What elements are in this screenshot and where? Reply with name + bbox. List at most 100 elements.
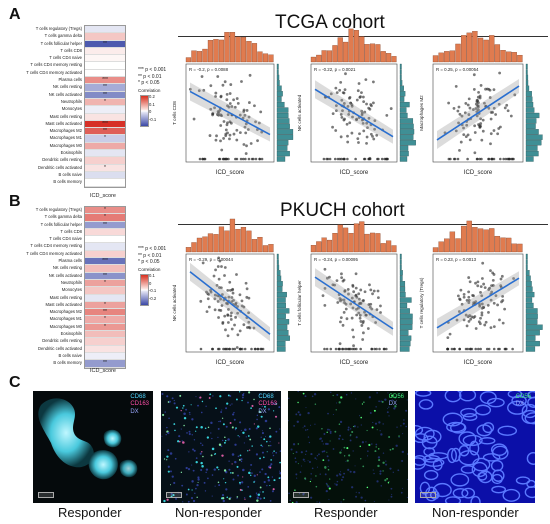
cell-dot <box>305 453 307 455</box>
top-histogram-bar <box>489 228 495 253</box>
data-point <box>489 326 493 330</box>
cell-dot <box>357 426 359 428</box>
cell-dot <box>302 392 305 395</box>
side-histogram-bar <box>276 85 282 91</box>
data-point <box>377 296 380 300</box>
data-point <box>467 97 471 101</box>
panel-label-c: C <box>9 374 21 391</box>
cell-dot <box>297 463 299 465</box>
cell-dot <box>249 438 252 441</box>
colorbar-ticks-b: 0.1 0 -0.1 -0.2 <box>149 272 156 302</box>
cell-dot <box>257 493 261 496</box>
cell-dot <box>220 445 223 447</box>
data-point <box>223 266 227 269</box>
cell-dot <box>310 478 312 480</box>
side-histogram-bar <box>525 91 532 97</box>
cell-dot <box>372 421 374 424</box>
heatmap-row-label: Dendritic cells activated <box>38 164 82 170</box>
data-point <box>487 87 491 91</box>
data-point <box>213 308 217 312</box>
data-point <box>247 325 251 329</box>
cell-dot <box>397 469 400 472</box>
significance-legend-b: *** p < 0.001 ** p < 0.01 * p < 0.05 <box>138 246 166 266</box>
side-histogram-bar <box>399 118 414 124</box>
data-point <box>489 117 493 121</box>
data-point <box>372 137 376 141</box>
data-point <box>222 120 226 123</box>
data-point <box>242 305 246 309</box>
data-point <box>489 142 492 146</box>
data-point <box>243 113 247 117</box>
tissue-structure <box>502 488 521 502</box>
tissue-structure <box>474 404 492 416</box>
cell-dot <box>340 478 343 481</box>
data-point <box>500 274 504 278</box>
data-point <box>497 127 501 130</box>
cell-dot <box>363 401 365 404</box>
heatmap-row-label: Mast cells activated <box>45 301 82 307</box>
cell-dot <box>253 474 256 477</box>
cell-dot <box>275 402 278 405</box>
tissue-structure <box>491 473 503 485</box>
cell-dot <box>200 411 203 414</box>
cell-cluster-image <box>38 398 138 480</box>
cell-dot <box>327 412 329 415</box>
data-point <box>361 319 365 323</box>
cell-dot <box>316 466 318 468</box>
cell-dot <box>161 435 163 437</box>
heatmap-cell: * <box>85 164 125 172</box>
heatmap-cell <box>85 142 125 151</box>
cell-dot <box>351 430 354 434</box>
data-point <box>359 288 363 292</box>
top-histogram-bar <box>494 44 501 63</box>
top-histogram-bar <box>477 37 484 63</box>
data-point <box>224 134 228 138</box>
data-point <box>512 277 515 280</box>
cell-dot <box>400 491 403 494</box>
cell-dot <box>327 468 330 471</box>
data-point <box>322 157 326 161</box>
data-point <box>325 157 329 161</box>
heatmap-cell: * <box>85 98 125 107</box>
cell-dot <box>307 411 310 415</box>
legend-marker: DX <box>130 408 139 415</box>
cell-dot <box>192 469 195 472</box>
data-point <box>385 347 388 351</box>
side-histogram-bar <box>525 129 539 135</box>
cell-dot <box>382 452 385 454</box>
data-point <box>238 329 242 333</box>
heatmap-cell: * <box>85 323 125 332</box>
data-point <box>352 335 355 339</box>
data-point <box>341 109 344 113</box>
data-point <box>238 293 242 297</box>
cell-dot <box>202 455 204 458</box>
cell-dot <box>167 465 170 468</box>
cell-dot <box>365 441 367 443</box>
cell-dot <box>173 481 176 485</box>
cell-dot <box>222 439 224 442</box>
side-histogram-bar <box>276 91 283 97</box>
cell-dot <box>186 432 188 434</box>
data-point <box>354 157 357 161</box>
cell-dot <box>349 439 352 442</box>
data-point <box>241 157 245 161</box>
top-histogram-bar <box>262 245 269 253</box>
cell-dot <box>211 474 214 476</box>
data-point <box>472 88 476 91</box>
cell-dot <box>302 458 305 461</box>
data-point <box>446 347 449 351</box>
tissue-structure <box>486 397 505 408</box>
cell-dot <box>226 496 229 499</box>
top-histogram-bar <box>380 243 386 253</box>
cell-dot <box>345 460 347 462</box>
data-point <box>369 288 373 292</box>
cell-dot <box>222 499 225 503</box>
data-point <box>344 307 348 311</box>
data-point <box>323 286 327 290</box>
heatmap-cell <box>85 113 125 121</box>
data-point <box>506 109 510 113</box>
cell-dot <box>342 476 345 479</box>
cell-dot <box>182 404 185 407</box>
heatmap-row-label: T cells regulatory (Tregs) <box>35 26 82 31</box>
cell-dot <box>288 397 290 400</box>
